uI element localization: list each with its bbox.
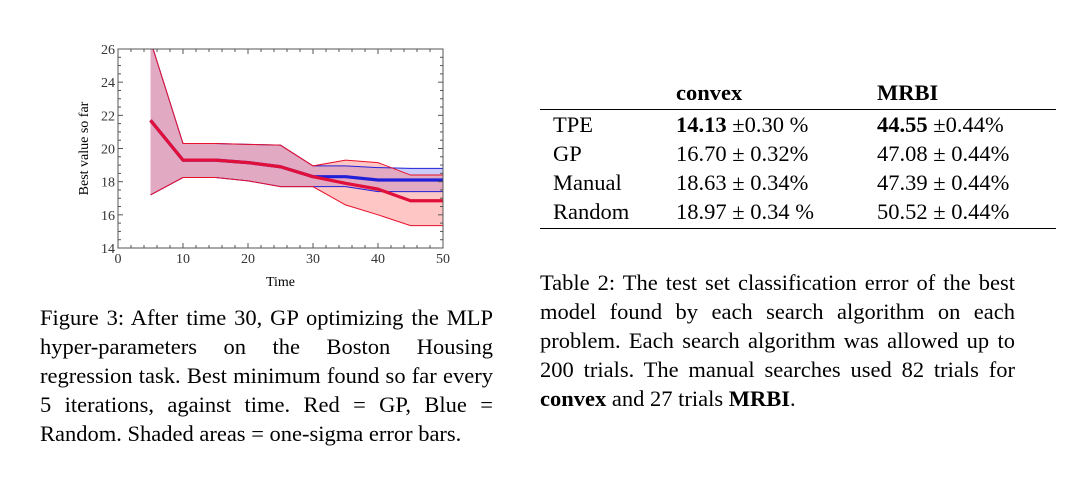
series-0-error-band bbox=[150, 49, 443, 195]
row-label: Manual bbox=[553, 170, 622, 195]
table-cell: 44.55 ±0.44% bbox=[877, 110, 1056, 140]
cell-bold-value: 14.13 bbox=[676, 112, 727, 137]
cell-value: ±0.30 % bbox=[726, 112, 809, 137]
y-axis-label: Best value so far bbox=[77, 101, 92, 195]
caption-text: Table 2: The test set classification err… bbox=[540, 270, 1015, 382]
series-1-error-band bbox=[150, 49, 443, 226]
y-tick-label: 24 bbox=[101, 76, 115, 91]
y-tick-label: 18 bbox=[101, 176, 115, 191]
x-tick-label: 50 bbox=[436, 252, 450, 267]
table-row: TPE 14.13 ±0.30 % 44.55 ±0.44% bbox=[540, 110, 1056, 140]
series-1-lower-bound bbox=[150, 177, 443, 227]
table-cell: 14.13 ±0.30 % bbox=[676, 110, 877, 140]
table-header-row: convex MRBI bbox=[540, 78, 1056, 110]
row-label: GP bbox=[553, 141, 582, 166]
y-tick-label: 20 bbox=[101, 143, 115, 158]
results-table: convex MRBI TPE 14.13 ±0.30 % 44.55 ±0.44%… bbox=[540, 78, 1056, 229]
table-cell: 50.52 ± 0.44% bbox=[877, 197, 1056, 229]
table-row: GP 16.70 ± 0.32% 47.08 ± 0.44% bbox=[540, 139, 1056, 168]
caption-text: and 27 trials bbox=[606, 386, 729, 411]
row-label: Random bbox=[540, 197, 676, 229]
caption-bold-convex: convex bbox=[540, 386, 607, 411]
caption-bold-mrbi: MRBI bbox=[728, 386, 790, 411]
x-tick-label: 0 bbox=[115, 252, 122, 267]
caption-text: . bbox=[789, 386, 796, 411]
header-empty bbox=[540, 78, 676, 110]
header-mrbi: MRBI bbox=[877, 78, 1056, 110]
y-tick-label: 26 bbox=[101, 43, 115, 58]
x-tick-label: 20 bbox=[241, 252, 255, 267]
x-tick-label: 40 bbox=[371, 252, 385, 267]
cell-value: 18.97 ± 0.34 % bbox=[676, 199, 814, 224]
table-cell: 47.08 ± 0.44% bbox=[877, 139, 1056, 168]
table-cell: 47.39 ± 0.44% bbox=[877, 168, 1056, 197]
figure-3-caption: Figure 3: After time 30, GP optimizing t… bbox=[40, 303, 493, 448]
figure-3-chart: 0 10 20 30 40 50 14 16 18 20 22 24 26 Time Best value … bbox=[77, 43, 450, 290]
x-tick-label: 30 bbox=[306, 252, 320, 267]
x-axis-label: Time bbox=[266, 275, 295, 290]
cell-value: 47.08 ± 0.44% bbox=[877, 141, 1010, 166]
cell-value: 47.39 ± 0.44% bbox=[877, 170, 1010, 195]
series-1-upper-bound bbox=[152, 49, 443, 176]
table-cell: 16.70 ± 0.32% bbox=[676, 139, 877, 168]
x-tick-label: 10 bbox=[176, 252, 190, 267]
table-cell: 18.63 ± 0.34% bbox=[676, 168, 877, 197]
y-tick-label: 22 bbox=[101, 109, 115, 124]
cell-bold-value: 44.55 bbox=[877, 112, 928, 137]
table-cell: 18.97 ± 0.34 % bbox=[676, 197, 877, 229]
table-row: Manual 18.63 ± 0.34% 47.39 ± 0.44% bbox=[540, 168, 1056, 197]
y-tick-label: 14 bbox=[101, 242, 115, 257]
cell-value: 50.52 ± 0.44% bbox=[877, 199, 1010, 224]
plot-area bbox=[149, 49, 443, 227]
cell-value: 18.63 ± 0.34% bbox=[676, 170, 809, 195]
y-tick-label: 16 bbox=[101, 209, 115, 224]
cell-value: 16.70 ± 0.32% bbox=[676, 141, 809, 166]
series-1-mean-line bbox=[149, 119, 443, 203]
cell-value: ±0.44% bbox=[927, 112, 1004, 137]
table-row: Random 18.97 ± 0.34 % 50.52 ± 0.44% bbox=[540, 197, 1056, 229]
header-convex: convex bbox=[676, 78, 877, 110]
row-label: TPE bbox=[553, 112, 594, 137]
table-2-caption: Table 2: The test set classification err… bbox=[540, 268, 1015, 413]
figure-caption-text: Figure 3: After time 30, GP optimizing t… bbox=[40, 305, 493, 446]
